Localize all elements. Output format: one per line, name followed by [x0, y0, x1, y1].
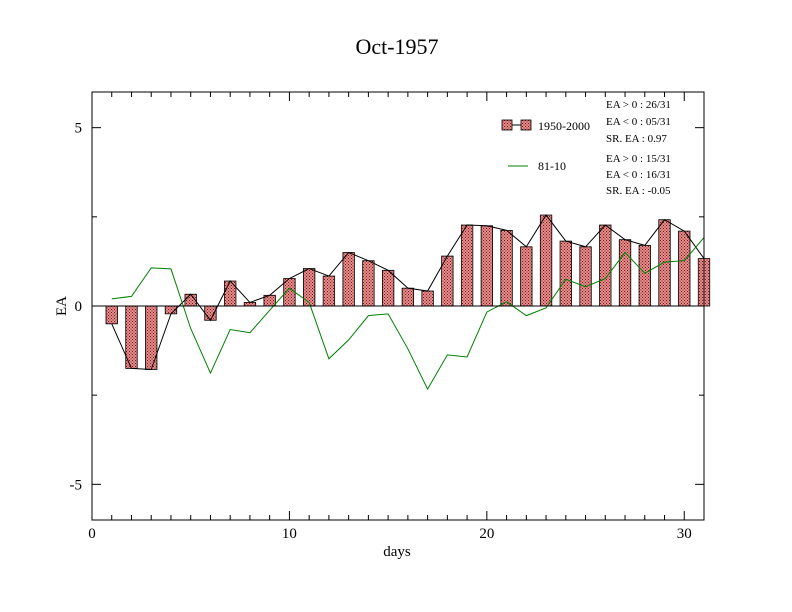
chart-title: Oct-1957	[355, 34, 438, 59]
y-tick-label--5: -5	[70, 477, 83, 493]
bar-day-15	[381, 269, 395, 307]
bar-day-29	[658, 219, 671, 307]
series-81-10-line	[111, 237, 705, 391]
annotation-group1-line2: EA < 0 : 05/31	[606, 116, 671, 128]
bar-day-27	[618, 239, 632, 307]
annotation-group1-line1: EA > 0 : 26/31	[606, 99, 671, 111]
bar-day-23	[539, 214, 553, 307]
bar-day-21	[500, 229, 513, 307]
bar-day-14	[362, 260, 375, 307]
bar-day-12	[322, 275, 336, 307]
bar-day-13	[342, 252, 355, 307]
x-tick-label-20: 20	[479, 526, 494, 542]
annotation-group2-line1: EA > 0 : 15/31	[606, 153, 671, 165]
legend-swatch-1950-2000-left	[501, 119, 513, 131]
y-tick-label-5: 5	[75, 121, 83, 137]
bar-day-20	[480, 225, 493, 307]
x-tick-label-30: 30	[677, 526, 692, 542]
legend-swatch-1950-2000-right	[520, 119, 532, 131]
legend-label-81-10: 81-10	[538, 159, 566, 173]
legend: 1950-2000 81-10 EA > 0 : 26/31 EA < 0 : …	[501, 99, 671, 197]
bar-day-3	[145, 305, 158, 370]
bar-day-24	[559, 240, 572, 307]
plot-content	[92, 214, 711, 391]
bar-day-25	[579, 246, 592, 307]
y-axis-label: EA	[54, 296, 70, 316]
bar-day-30	[678, 230, 691, 307]
x-tick-label-0: 0	[88, 526, 96, 542]
bar-day-28	[638, 244, 651, 307]
x-tick-label-10: 10	[282, 526, 297, 542]
bar-day-19	[460, 224, 474, 307]
series-1950-2000-line	[111, 214, 705, 371]
annotation-group2-line3: SR. EA : -0.05	[606, 185, 671, 197]
bar-day-26	[599, 224, 612, 307]
x-axis-label: days	[383, 544, 411, 560]
bar-day-22	[520, 246, 533, 307]
annotation-group1-line3: SR. EA : 0.97	[606, 133, 667, 145]
bar-day-8	[243, 302, 257, 307]
legend-label-1950-2000: 1950-2000	[538, 119, 590, 133]
bar-day-1	[105, 305, 118, 325]
bar-day-16	[401, 287, 415, 307]
y-tick-label-0: 0	[75, 299, 83, 315]
axes: 0 10 20 30 -5 0 5	[70, 92, 705, 542]
bar-day-11	[303, 268, 316, 307]
annotation-group2-line2: EA < 0 : 16/31	[606, 169, 671, 181]
bar-day-17	[421, 290, 434, 307]
